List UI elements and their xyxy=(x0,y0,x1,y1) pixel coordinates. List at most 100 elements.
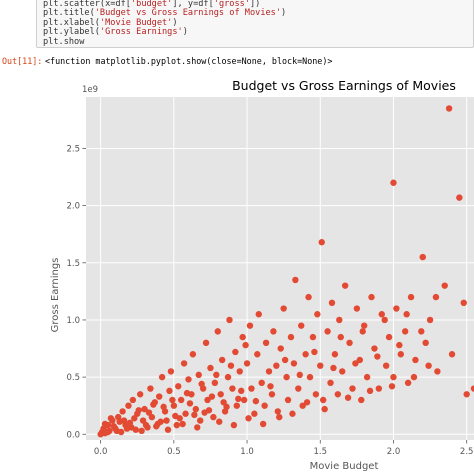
data-point xyxy=(216,418,223,425)
data-point xyxy=(141,405,148,413)
data-point xyxy=(191,411,198,419)
data-point xyxy=(217,391,224,398)
data-point xyxy=(425,362,432,369)
data-point xyxy=(223,403,230,411)
data-point xyxy=(265,368,273,375)
data-point xyxy=(267,383,274,390)
data-point xyxy=(390,373,397,381)
data-point xyxy=(319,396,327,404)
data-point xyxy=(375,385,383,392)
data-point xyxy=(268,391,276,398)
data-point xyxy=(330,364,337,372)
data-point xyxy=(136,391,144,398)
data-point xyxy=(276,413,283,421)
data-point xyxy=(195,371,202,379)
y-offset-label: 1e9 xyxy=(82,85,98,95)
data-point xyxy=(309,333,317,341)
data-point xyxy=(198,380,205,388)
x-tick-label: 2.5 xyxy=(460,447,474,457)
data-point xyxy=(441,282,448,289)
data-point xyxy=(456,194,463,201)
data-point xyxy=(404,379,412,387)
data-point xyxy=(243,360,251,367)
data-point xyxy=(296,371,303,379)
scatter-figure: 0.0 0.5 1.0 1.5 2.0 2.5 0.0 0.5 1.0 1.5 2.0 2.5 Bud… xyxy=(0,70,474,473)
data-point xyxy=(135,407,142,414)
data-point xyxy=(138,427,145,435)
data-point xyxy=(366,387,374,395)
y-tick-label: 0.5 xyxy=(66,373,80,383)
data-point xyxy=(142,421,150,429)
data-point xyxy=(213,371,220,379)
data-point xyxy=(107,415,115,422)
data-point xyxy=(445,105,453,112)
data-point xyxy=(356,356,363,364)
code-cell[interactable]: plt.scatter(x=df['budget'], y=df['gross'… xyxy=(36,0,474,48)
data-point xyxy=(283,373,290,381)
data-point xyxy=(113,427,120,435)
data-point xyxy=(156,393,163,400)
chart-title: Budget vs Gross Earnings of Movies xyxy=(232,78,456,93)
data-point xyxy=(167,368,175,375)
data-point xyxy=(169,396,176,404)
y-axis-label: Gross Earnings xyxy=(50,258,61,333)
data-point xyxy=(324,328,331,335)
data-point xyxy=(252,397,260,405)
data-point xyxy=(148,413,156,421)
data-point xyxy=(110,423,118,430)
y-tick-label: 1.0 xyxy=(66,316,80,326)
data-point xyxy=(233,402,241,409)
data-point xyxy=(388,383,396,390)
data-point xyxy=(232,348,239,356)
y-tick-label: 1.5 xyxy=(66,259,80,269)
data-point xyxy=(289,410,296,417)
data-point xyxy=(147,385,154,392)
data-point xyxy=(120,417,128,424)
data-point xyxy=(145,409,153,416)
data-point xyxy=(125,402,132,409)
data-point xyxy=(153,423,160,430)
data-point xyxy=(240,396,248,404)
data-point xyxy=(314,311,321,318)
data-point xyxy=(299,402,306,409)
data-point xyxy=(390,179,397,186)
data-point xyxy=(306,373,314,381)
data-point xyxy=(344,394,352,401)
data-point xyxy=(321,405,328,413)
data-point xyxy=(463,391,470,398)
data-point xyxy=(339,368,346,375)
x-tick-label: 2.0 xyxy=(387,447,401,457)
data-point xyxy=(131,415,138,422)
data-point xyxy=(245,415,252,422)
data-point xyxy=(104,428,112,436)
data-point xyxy=(175,383,182,390)
data-point xyxy=(385,333,393,341)
data-point xyxy=(418,328,425,335)
data-point xyxy=(179,420,186,428)
data-point xyxy=(432,293,440,301)
data-point xyxy=(397,351,404,358)
data-point xyxy=(185,376,192,383)
data-point xyxy=(374,353,381,360)
data-point xyxy=(448,351,456,358)
x-tick-label: 1.0 xyxy=(240,447,254,457)
code-line: plt.title('Budget vs Gross Earnings of M… xyxy=(43,8,287,19)
data-point xyxy=(224,373,232,381)
data-point xyxy=(210,413,217,421)
data-point xyxy=(214,328,221,335)
data-point xyxy=(284,396,292,404)
y-tick-label: 0.0 xyxy=(66,430,80,440)
data-point xyxy=(403,311,410,318)
data-point xyxy=(236,368,243,375)
data-point xyxy=(298,322,305,329)
data-point xyxy=(128,424,135,431)
data-point xyxy=(238,387,245,395)
data-point xyxy=(254,351,261,358)
data-point xyxy=(164,426,172,433)
data-point xyxy=(426,316,434,324)
data-point xyxy=(412,356,419,364)
data-point xyxy=(129,396,137,404)
data-point xyxy=(229,385,236,392)
data-point xyxy=(341,282,349,289)
